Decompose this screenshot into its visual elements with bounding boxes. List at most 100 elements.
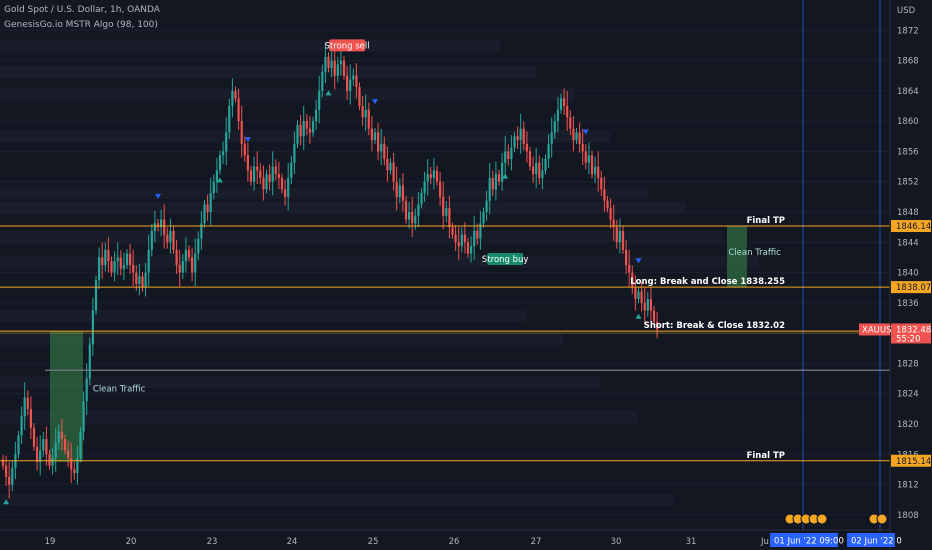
- candle-body: [107, 249, 110, 262]
- buy-signal-icon: [217, 177, 223, 183]
- candle-body: [566, 106, 569, 118]
- candle-body: [79, 431, 82, 459]
- candle-body: [339, 60, 342, 65]
- time-tick-label: 20: [126, 537, 137, 547]
- candle-body: [94, 280, 98, 311]
- price-lines: Final TP Long: Break and Close 1838.255 Sh…: [0, 216, 890, 462]
- candle-body: [507, 151, 510, 159]
- candle-body: [132, 265, 135, 273]
- background-band: [0, 410, 637, 423]
- candle-body: [218, 155, 222, 171]
- indicator-label: GenesisGo.io MSTR Algo (98, 100): [4, 20, 158, 30]
- price-tick-label: 1820: [897, 420, 919, 430]
- clean-traffic-box: [50, 331, 83, 462]
- candle-body: [550, 132, 553, 144]
- candle-body: [194, 253, 197, 273]
- candle-body: [116, 257, 119, 262]
- candle-body: [504, 151, 507, 163]
- background-band: [0, 230, 722, 243]
- candle-body: [311, 121, 315, 133]
- candle-body: [355, 75, 358, 88]
- candle-body: [256, 166, 259, 171]
- economic-event-icon: [876, 513, 888, 525]
- candle-body: [76, 458, 79, 474]
- price-tick-label: 1868: [897, 57, 919, 67]
- candle-body: [373, 132, 377, 141]
- candle-body: [330, 60, 333, 69]
- candle-body: [138, 276, 141, 284]
- clean-traffic-box: [727, 226, 747, 287]
- candle-body: [457, 242, 460, 247]
- candle-body: [321, 71, 324, 91]
- candle-body: [463, 234, 466, 243]
- candle-body: [215, 170, 218, 182]
- price-tick-label: 1864: [897, 87, 919, 97]
- candle-body: [476, 230, 479, 239]
- candle-body: [20, 416, 23, 436]
- candle-body: [243, 143, 246, 156]
- candle-body: [519, 128, 522, 141]
- candle-body: [559, 98, 563, 110]
- candle-body: [249, 170, 253, 182]
- candle-body: [615, 227, 618, 243]
- candle-body: [160, 219, 163, 228]
- countdown-label: 55:20: [896, 334, 921, 344]
- price-tick-label: 1852: [897, 178, 919, 188]
- background-band: [0, 255, 759, 268]
- candle-body: [513, 136, 516, 148]
- price-tick-label: 1860: [897, 117, 919, 127]
- price-tick-label: 1824: [897, 390, 919, 400]
- candle-body: [618, 230, 621, 243]
- date-badge-label: 01 Jun '22 09:00: [774, 537, 844, 547]
- candle-body: [141, 276, 144, 288]
- candle-body: [556, 109, 559, 122]
- signal-markers: [3, 90, 642, 505]
- candle-body: [581, 143, 584, 152]
- candle-body: [417, 204, 420, 216]
- candle-body: [54, 442, 57, 459]
- candle-body: [590, 155, 594, 175]
- candle-body: [333, 60, 336, 76]
- price-tick-label: 1812: [897, 481, 919, 491]
- candle-body: [578, 132, 581, 144]
- price-line-label: Final TP: [747, 216, 785, 226]
- candle-body: [45, 439, 48, 455]
- candle-body: [606, 200, 609, 209]
- buy-signal-icon: [635, 313, 642, 319]
- candle-body: [584, 151, 587, 163]
- time-axis[interactable]: 19 20 23 24 25 26 27 30 31 Ju 01 Jun '22 09:00 02 J…: [0, 513, 902, 547]
- background-band: [0, 187, 648, 200]
- candle-body: [287, 177, 290, 197]
- candle-body: [401, 185, 404, 201]
- candle-body: [572, 128, 575, 141]
- candle-body: [439, 181, 442, 197]
- candle-body: [178, 265, 181, 273]
- candle-body: [411, 212, 414, 224]
- price-axis[interactable]: USD1808181218161820182418281832183618401…: [859, 0, 932, 550]
- candle-body: [637, 291, 640, 300]
- candle-body: [327, 56, 330, 69]
- time-tick-label: 19: [45, 537, 56, 547]
- candle-body: [156, 223, 160, 228]
- candle-body: [147, 249, 150, 273]
- candle-body: [494, 174, 497, 190]
- candle-body: [352, 75, 355, 80]
- background-band: [0, 333, 563, 346]
- price-tick-label: 1872: [897, 26, 919, 36]
- candle-body: [91, 310, 94, 345]
- candle-body: [473, 230, 476, 247]
- candle-body: [135, 272, 138, 284]
- price-tick-label: 1828: [897, 359, 919, 369]
- sell-signal-icon: [244, 137, 251, 143]
- candle-body: [110, 261, 113, 273]
- candle-body: [305, 121, 308, 129]
- candle-body: [299, 124, 302, 137]
- candle-body: [113, 261, 116, 273]
- candle-body: [234, 90, 237, 99]
- candle-body: [628, 265, 631, 273]
- price-tag-label: 1838.076: [896, 283, 932, 293]
- candle-body: [535, 162, 538, 175]
- candle-body: [11, 467, 14, 485]
- candle-body: [386, 159, 389, 171]
